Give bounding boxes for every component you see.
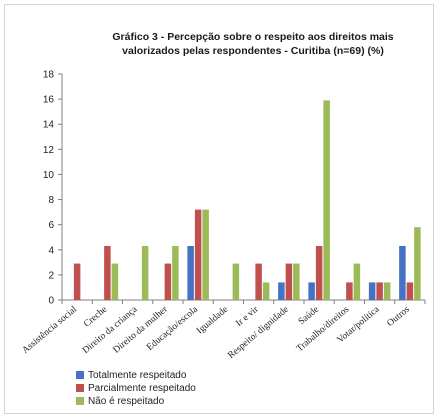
- bar: [376, 282, 383, 300]
- chart-title-line-1: Gráfico 3 - Percepção sobre o respeito a…: [112, 31, 393, 43]
- bar: [164, 263, 172, 300]
- bar: [285, 263, 293, 300]
- x-category-label: Ir e vir: [234, 304, 261, 329]
- bar: [346, 282, 353, 300]
- y-tick-label: 4: [48, 245, 54, 256]
- y-tick-label: 12: [43, 145, 55, 156]
- y-tick-label: 14: [43, 120, 55, 131]
- x-category-label: Saúde: [297, 305, 321, 328]
- y-tick-label: 16: [43, 95, 55, 106]
- bar: [172, 246, 179, 300]
- chart-frame: [4, 4, 434, 414]
- legend-swatch: [76, 371, 84, 379]
- bar: [278, 282, 285, 300]
- bar: [104, 246, 111, 300]
- x-category-label: Outros: [386, 304, 412, 328]
- x-category-label: Trabalho/direitos: [295, 304, 352, 354]
- chart-y-ticks: 0 2 4 6 8 10 12 14 16 18: [43, 70, 62, 307]
- chart-legend: Totalmente respeitado Parcialmente respei…: [76, 370, 196, 407]
- chart-axes: [61, 74, 426, 304]
- bar: [293, 263, 300, 300]
- y-tick-label: 6: [48, 220, 54, 231]
- y-tick-label: 2: [48, 270, 54, 281]
- bar: [194, 209, 202, 300]
- bar: [353, 263, 361, 300]
- legend-label: Totalmente respeitado: [88, 370, 187, 381]
- bar: [406, 282, 414, 300]
- chart-bars: [73, 100, 421, 301]
- legend-swatch: [76, 384, 84, 392]
- bar: [187, 246, 194, 300]
- bar: [73, 263, 81, 300]
- bar: [315, 246, 323, 300]
- x-category-label: Direito da mulher: [112, 304, 171, 356]
- bar: [111, 263, 119, 300]
- x-category-label: Educação/escola: [145, 304, 201, 353]
- legend-label: Parcialmente respeitado: [88, 383, 196, 394]
- y-tick-label: 8: [48, 195, 54, 206]
- legend-label: Não é respeitado: [88, 396, 165, 407]
- bar: [383, 282, 391, 300]
- chart-title-line-2: valorizados pelas respondentes - Curitib…: [122, 45, 384, 57]
- bar: [232, 263, 240, 300]
- bar: [414, 227, 421, 300]
- bar: [368, 282, 376, 300]
- bar: [141, 246, 149, 300]
- y-tick-label: 18: [43, 70, 55, 81]
- bar: [202, 209, 209, 300]
- x-category-label: Creche: [82, 305, 109, 330]
- x-category-label: Assistência social: [21, 304, 80, 355]
- bar: [255, 263, 262, 300]
- legend-swatch: [76, 397, 84, 405]
- y-tick-label: 10: [43, 170, 55, 181]
- x-category-label: Igualdade: [195, 305, 230, 337]
- y-tick-label: 0: [48, 296, 54, 307]
- bar: [308, 282, 315, 300]
- bar: [399, 246, 406, 300]
- bar: [262, 282, 270, 300]
- bar: [323, 100, 330, 301]
